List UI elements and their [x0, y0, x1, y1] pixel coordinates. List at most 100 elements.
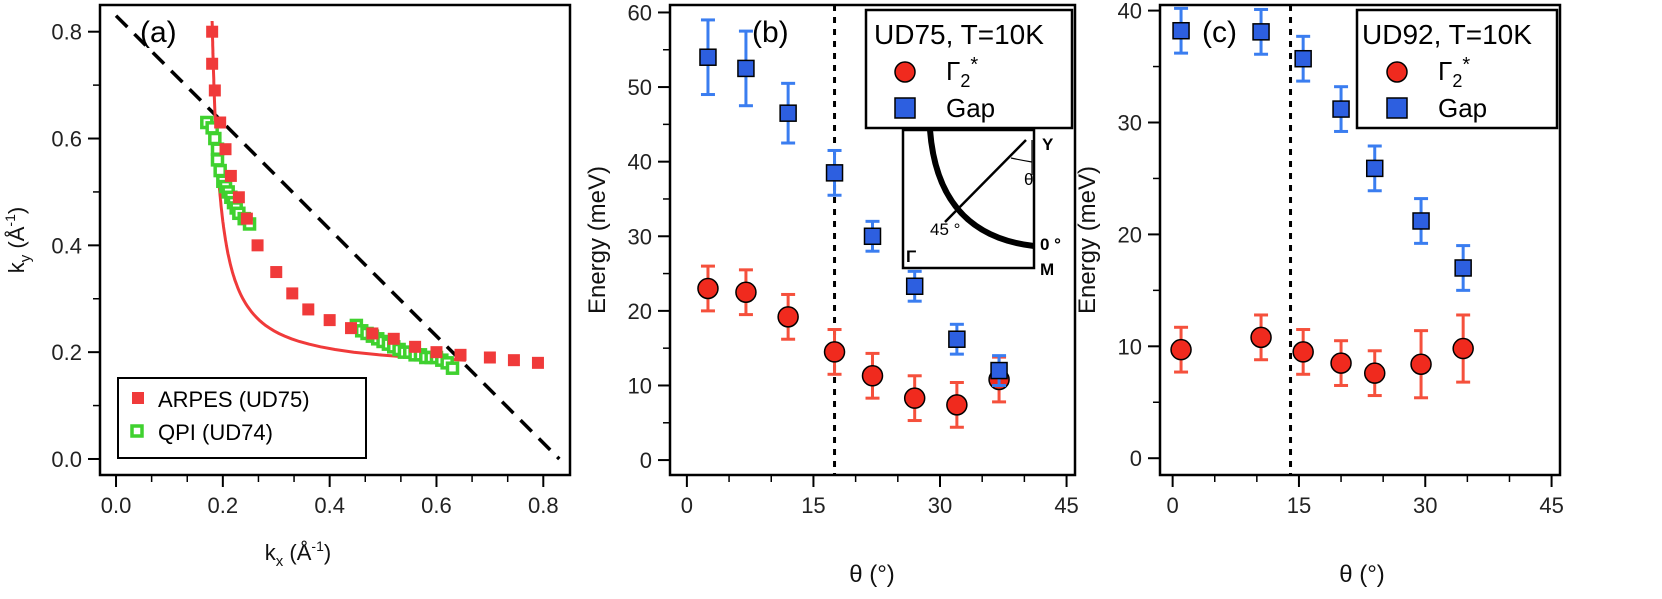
b-gap-point [948, 330, 966, 348]
panel-a-ylabel: ky (Å-1) [2, 207, 34, 273]
c-gamma-point [1170, 338, 1192, 361]
b-gap-point [699, 48, 717, 66]
b-gap-point [737, 59, 755, 78]
inset-label-y: Y [1042, 135, 1054, 154]
c-gap-point [1365, 159, 1384, 178]
c-ytick-label: 0 [1130, 446, 1142, 471]
legend-b-gap-label: Gap [946, 93, 995, 123]
arpes-point [345, 322, 358, 335]
arpes-point [219, 143, 232, 156]
b-gamma-point [946, 394, 968, 416]
panel-a-legend: ARPES (UD75) QPI (UD74) [117, 377, 367, 459]
b-gap-point [779, 104, 797, 122]
legend-b-gap-marker [894, 97, 916, 119]
arpes-point [323, 314, 336, 327]
legend-c-gamma-marker [1386, 61, 1408, 83]
legend-b-gamma-label: Γ2* [946, 54, 978, 91]
panel-c-legend: UD92, T=10K Γ2* Gap [1355, 8, 1559, 130]
inset-label-theta: θ [1024, 170, 1033, 189]
legend-c-gamma-label: Γ2* [1438, 54, 1470, 91]
b-gamma-point [777, 306, 799, 328]
b-xtick-label: 0 [681, 493, 693, 518]
panel-b-points [697, 18, 1010, 429]
c-gamma-point [1363, 362, 1386, 384]
arpes-point [270, 266, 283, 279]
legend-arpes-label: ARPES (UD75) [158, 387, 310, 412]
panel-a-label: (a) [140, 16, 177, 49]
b-gamma-point [903, 387, 926, 409]
panel-c-frame [1158, 3, 1562, 477]
b-gamma-point [735, 281, 757, 303]
c-ytick-label: 20 [1118, 222, 1142, 247]
b-gamma-point [697, 277, 719, 300]
inset-angle-arc [1010, 157, 1033, 163]
arpes-point [206, 57, 219, 70]
legend-c-title: UD92, T=10K [1362, 19, 1532, 50]
arpes-point [232, 191, 245, 204]
panel-c-xlabel: θ (°) [1339, 561, 1385, 588]
a-xtick-label: 0.6 [421, 493, 452, 518]
b-ytick-label: 30 [628, 224, 652, 249]
c-gamma-point [1250, 326, 1272, 349]
inset-label-45: 45 ° [930, 220, 960, 239]
b-ytick-label: 20 [628, 299, 652, 324]
panel-a-points [200, 25, 544, 375]
panel-a-xlabel: kx (Å-1) [265, 538, 331, 570]
c-gamma-point [1292, 341, 1314, 363]
b-xtick-label: 15 [801, 493, 825, 518]
a-ytick-label: 0.0 [51, 447, 82, 472]
inset-label-m: M [1040, 260, 1054, 279]
legend-qpi-marker [130, 424, 144, 438]
b-gap-point [990, 361, 1008, 380]
a-xtick-label: 0.8 [528, 493, 559, 518]
panel-a-fit-curve [210, 20, 466, 362]
arpes-point [531, 356, 544, 369]
legend-arpes-marker [132, 392, 144, 404]
a-xtick-label: 0.0 [101, 493, 132, 518]
legend-b-gamma-marker [894, 61, 916, 83]
c-gap-point [1294, 49, 1312, 68]
a-ytick-label: 0.6 [51, 127, 82, 152]
c-gap-point [1252, 23, 1270, 41]
c-ytick-label: 30 [1118, 111, 1142, 136]
inset-label-0: 0 ° [1040, 235, 1061, 254]
b-ytick-label: 40 [628, 150, 652, 175]
panel-a-ticks: 0.0 0.2 0.4 0.6 0.8 0.0 0.2 0.4 0.6 0.8 [51, 20, 558, 518]
panel-a-diagonal-line [114, 14, 561, 461]
c-xtick-label: 15 [1287, 493, 1311, 518]
a-ytick-label: 0.8 [51, 20, 82, 45]
panel-b: 0 15 30 45 0 10 20 30 40 50 60 (b) UD75, T=10K Γ2*… [584, 0, 1079, 588]
panel-c-ylabel: Energy (meV) [1074, 166, 1101, 314]
panel-b-ylabel: Energy (meV) [584, 166, 611, 314]
arpes-point [483, 351, 496, 364]
c-gamma-point [1410, 353, 1432, 375]
c-gamma-point [1452, 337, 1474, 360]
a-ytick-label: 0.2 [51, 340, 82, 365]
b-gamma-point [823, 341, 846, 363]
legend-a-box [117, 377, 367, 459]
c-xtick-label: 30 [1413, 493, 1437, 518]
a-xtick-label: 0.4 [314, 493, 345, 518]
panel-b-label: (b) [752, 16, 789, 49]
arpes-point [387, 332, 400, 345]
b-ytick-label: 60 [628, 0, 652, 25]
b-xtick-label: 45 [1054, 493, 1078, 518]
a-ytick-label: 0.4 [51, 233, 82, 258]
panel-b-inset: Y θ 45 ° Γ 0 ° M [901, 128, 1061, 279]
inset-label-gamma: Γ [906, 247, 916, 266]
inset-ray [944, 139, 1027, 223]
b-ytick-label: 10 [628, 373, 652, 398]
legend-c-gap-label: Gap [1438, 93, 1487, 123]
b-gap-point [905, 277, 924, 296]
c-xtick-label: 0 [1167, 493, 1179, 518]
legend-qpi-label: QPI (UD74) [158, 420, 273, 445]
c-gap-point [1332, 100, 1350, 118]
arpes-point [366, 327, 379, 340]
c-gap-point [1454, 259, 1472, 277]
panel-b-frame [668, 3, 1077, 477]
arpes-point [208, 84, 221, 97]
b-gap-point [863, 227, 882, 246]
b-ytick-label: 0 [640, 448, 652, 473]
c-ytick-label: 10 [1118, 334, 1142, 359]
